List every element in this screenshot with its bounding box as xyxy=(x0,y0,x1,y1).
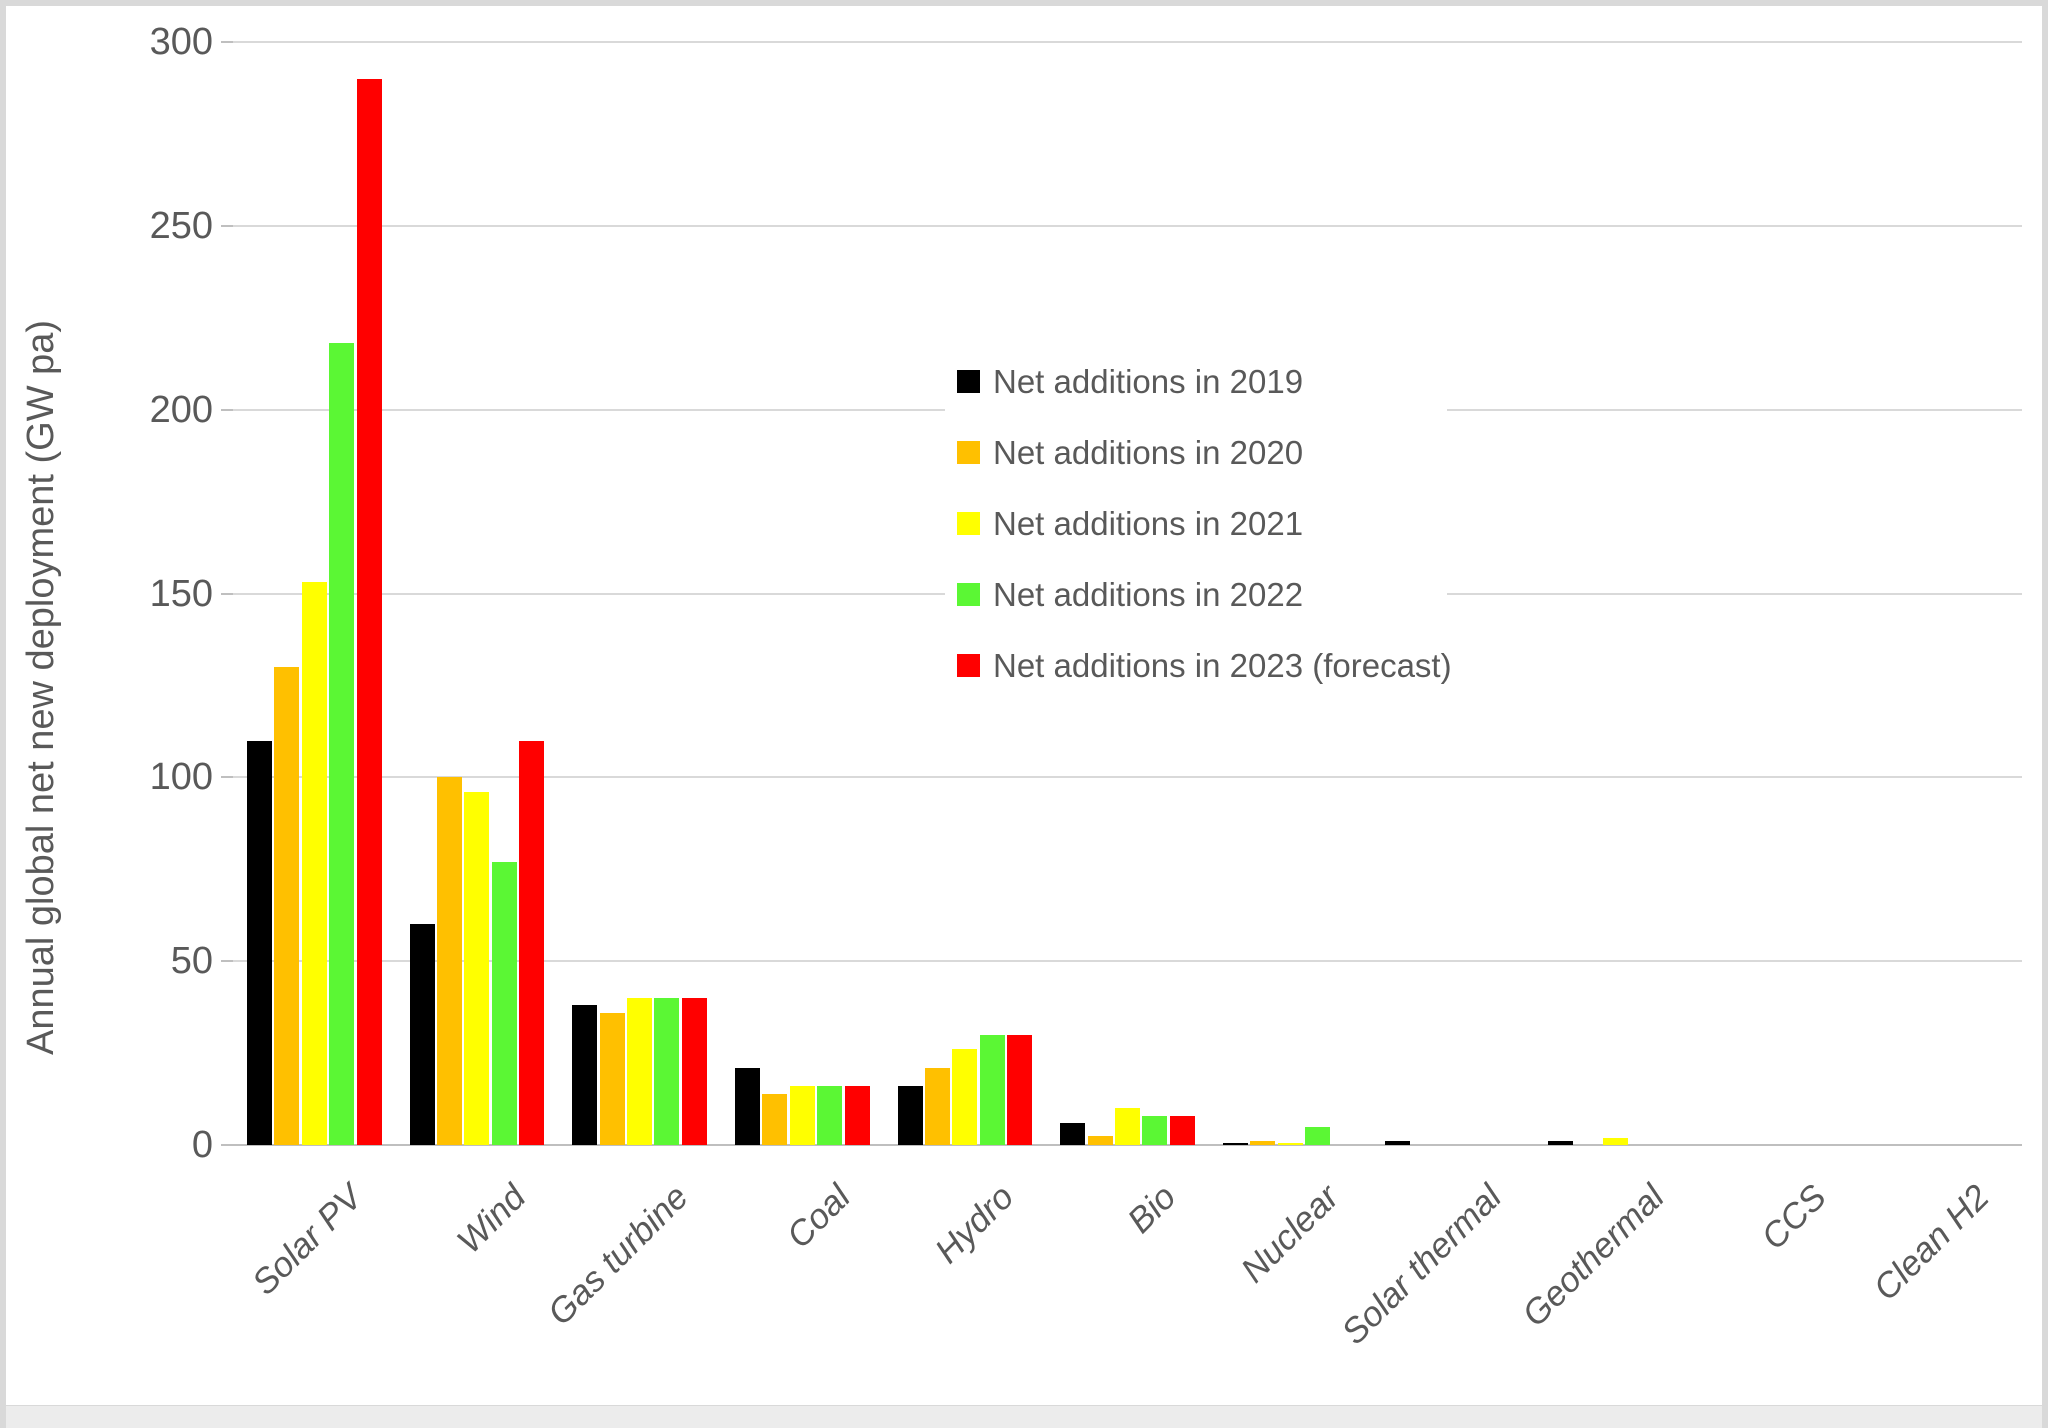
bar-hydro-2021 xyxy=(952,1049,977,1145)
y-tick-label-200: 200 xyxy=(149,389,213,431)
bar-solar-pv-2021 xyxy=(302,582,327,1145)
bar-coal-2021 xyxy=(790,1086,815,1145)
bar-coal-2020 xyxy=(762,1094,787,1145)
legend-swatch-icon xyxy=(957,441,980,464)
bar-hydro-2020 xyxy=(925,1068,950,1145)
legend-swatch-icon xyxy=(957,583,980,606)
y-tick-mark-300 xyxy=(221,41,233,43)
y-tick-label-150: 150 xyxy=(149,573,213,615)
gridline-0 xyxy=(233,1144,2022,1146)
bar-coal-2019 xyxy=(735,1068,760,1145)
y-tick-label-250: 250 xyxy=(149,205,213,247)
legend-label: Net additions in 2022 xyxy=(993,575,1304,613)
y-tick-label-100: 100 xyxy=(149,756,213,798)
bar-gas-turbine-2022 xyxy=(654,998,679,1145)
bar-geothermal-2021 xyxy=(1603,1138,1628,1145)
bar-coal-2023 xyxy=(845,1086,870,1145)
bar-bio-2022 xyxy=(1142,1116,1167,1145)
gridline-50 xyxy=(233,960,2022,962)
bar-solar-pv-2022 xyxy=(329,343,354,1145)
bar-wind-2023 xyxy=(519,741,544,1145)
bar-solar-pv-2023 xyxy=(357,79,382,1145)
y-tick-label-50: 50 xyxy=(170,940,213,982)
y-tick-mark-100 xyxy=(221,776,233,778)
bar-gas-turbine-2023 xyxy=(682,998,707,1145)
y-tick-mark-250 xyxy=(221,225,233,227)
y-tick-label-0: 0 xyxy=(191,1124,213,1166)
bar-solar-thermal-2019 xyxy=(1385,1141,1410,1145)
bar-geothermal-2019 xyxy=(1548,1141,1573,1145)
legend-label: Net additions in 2020 xyxy=(993,433,1304,471)
y-tick-mark-50 xyxy=(221,960,233,962)
legend-label: Net additions in 2023 (forecast) xyxy=(993,646,1452,684)
x-label-wind: Wind xyxy=(449,1177,534,1262)
bar-gas-turbine-2019 xyxy=(572,1005,597,1145)
x-label-coal: Coal xyxy=(779,1177,859,1256)
legend-item-2019: Net additions in 2019 xyxy=(957,346,1447,417)
bar-wind-2019 xyxy=(410,924,435,1145)
x-label-ccs: CCS xyxy=(1754,1177,1835,1258)
legend-item-2021: Net additions in 2021 xyxy=(957,488,1447,559)
gridline-300 xyxy=(233,41,2022,43)
legend-label: Net additions in 2021 xyxy=(993,504,1304,542)
y-tick-mark-200 xyxy=(221,409,233,411)
gridline-100 xyxy=(233,776,2022,778)
legend-item-2022: Net additions in 2022 xyxy=(957,559,1447,630)
legend-item-2023: Net additions in 2023 (forecast) xyxy=(957,630,1452,701)
bar-wind-2022 xyxy=(492,862,517,1145)
bar-hydro-2022 xyxy=(980,1035,1005,1145)
bar-hydro-2019 xyxy=(898,1086,923,1145)
bar-gas-turbine-2020 xyxy=(600,1013,625,1145)
bar-wind-2020 xyxy=(437,777,462,1145)
bar-bio-2021 xyxy=(1115,1108,1140,1145)
bar-bio-2019 xyxy=(1060,1123,1085,1145)
legend-swatch-icon xyxy=(957,654,980,677)
bar-coal-2022 xyxy=(817,1086,842,1145)
bar-wind-2021 xyxy=(464,792,489,1145)
bottom-gray-band xyxy=(0,1405,2048,1428)
bar-nuclear-2020 xyxy=(1250,1141,1275,1145)
bar-nuclear-2019 xyxy=(1223,1143,1248,1145)
bar-nuclear-2021 xyxy=(1278,1143,1303,1145)
legend: Net additions in 2019 Net additions in 20… xyxy=(945,338,1452,709)
bar-gas-turbine-2021 xyxy=(627,998,652,1145)
legend-swatch-icon xyxy=(957,370,980,393)
legend-item-2020: Net additions in 2020 xyxy=(957,417,1447,488)
x-label-solar-pv: Solar PV xyxy=(245,1177,371,1303)
x-label-bio: Bio xyxy=(1120,1177,1184,1241)
y-axis-title: Annual global net new deployment (GW pa) xyxy=(20,319,62,1055)
legend-swatch-icon xyxy=(957,512,980,535)
y-tick-mark-150 xyxy=(221,593,233,595)
bar-bio-2023 xyxy=(1170,1116,1195,1145)
x-label-hydro: Hydro xyxy=(927,1177,1021,1271)
bar-bio-2020 xyxy=(1088,1136,1113,1145)
x-label-nuclear: Nuclear xyxy=(1233,1177,1347,1291)
gridline-250 xyxy=(233,225,2022,227)
x-label-gas-turbine: Gas turbine xyxy=(540,1177,696,1333)
bar-hydro-2023 xyxy=(1007,1035,1032,1145)
legend-label: Net additions in 2019 xyxy=(993,362,1304,400)
bar-solar-pv-2020 xyxy=(274,667,299,1145)
x-label-clean-h2: Clean H2 xyxy=(1865,1177,1997,1309)
bar-solar-pv-2019 xyxy=(247,741,272,1145)
x-label-solar-thermal: Solar thermal xyxy=(1334,1177,1509,1353)
y-tick-mark-0 xyxy=(221,1144,233,1146)
bar-nuclear-2022 xyxy=(1305,1127,1330,1145)
y-tick-label-300: 300 xyxy=(149,21,213,63)
x-label-geothermal: Geothermal xyxy=(1514,1177,1672,1335)
